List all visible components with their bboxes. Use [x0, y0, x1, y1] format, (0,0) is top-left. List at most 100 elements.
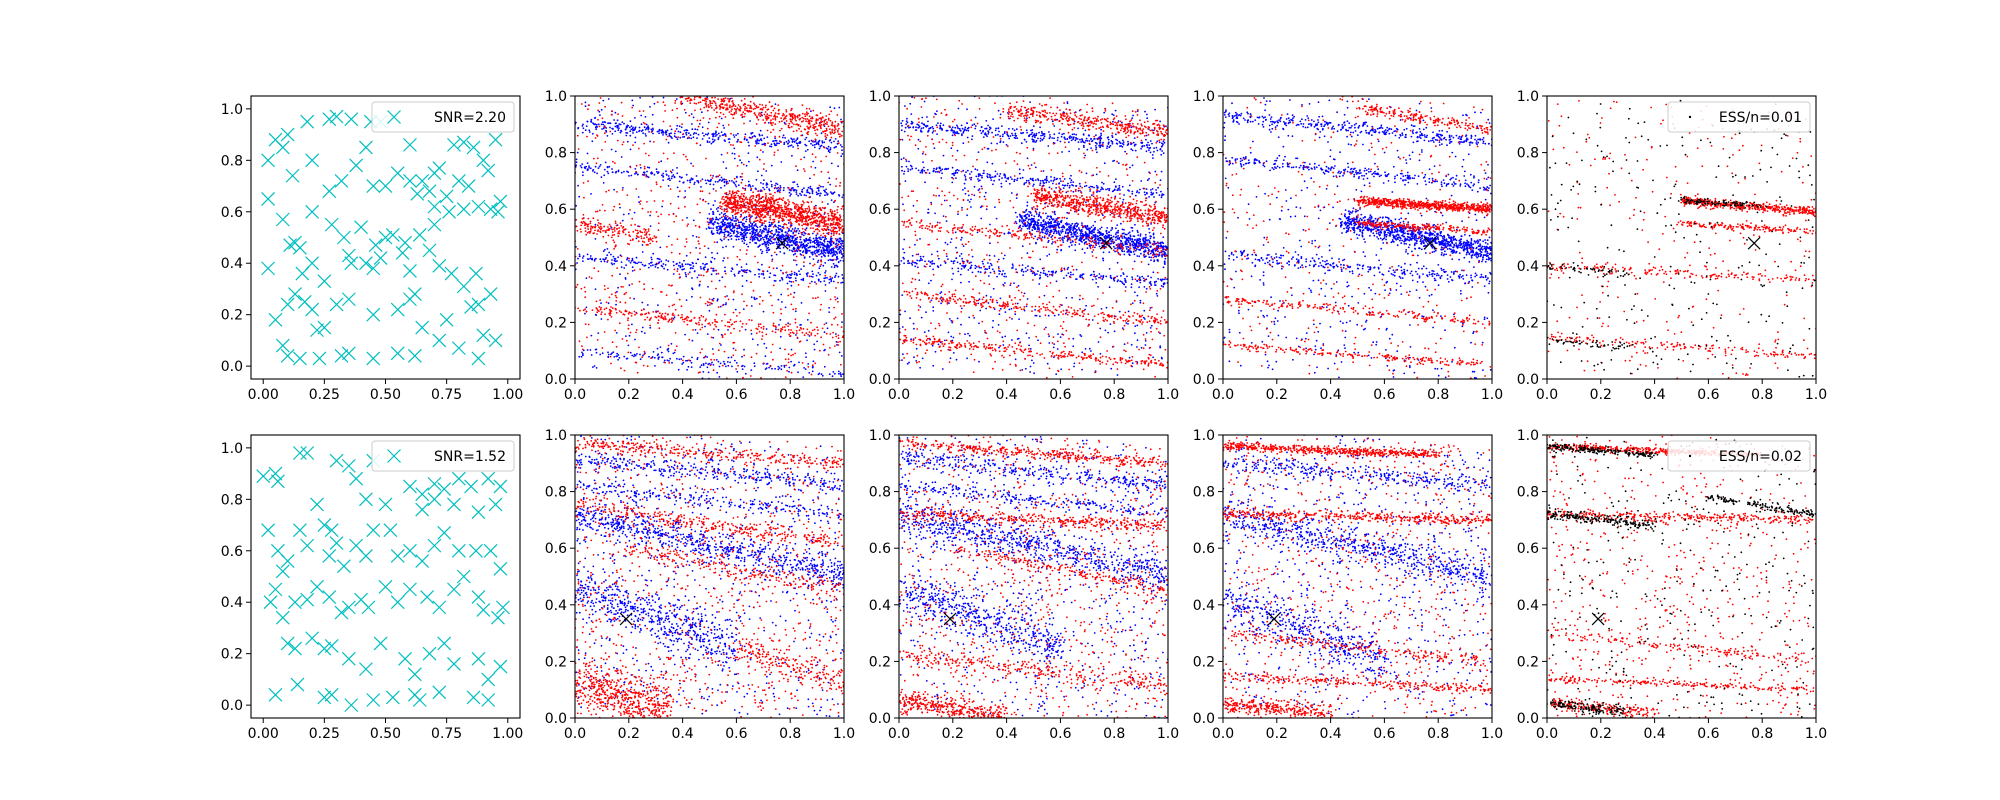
point: [578, 340, 581, 343]
point: [743, 216, 746, 219]
point: [649, 237, 652, 240]
point: [835, 287, 837, 289]
point: [820, 124, 823, 126]
point: [725, 302, 727, 304]
point: [657, 266, 659, 269]
point: [783, 187, 785, 189]
point: [782, 134, 785, 137]
point: [597, 109, 599, 112]
point: [754, 107, 756, 110]
point: [705, 157, 707, 160]
point: [752, 238, 755, 240]
point: [800, 244, 803, 247]
point: [587, 108, 589, 111]
point: [628, 234, 631, 237]
point: [720, 131, 723, 134]
point: [815, 118, 818, 120]
point: [840, 282, 842, 284]
point: [667, 344, 670, 347]
point: [715, 131, 717, 134]
point: [813, 343, 816, 346]
point: [735, 112, 738, 114]
point: [762, 151, 764, 153]
point: [700, 364, 703, 367]
point: [317, 320, 332, 335]
point: [730, 193, 733, 196]
point: [638, 261, 640, 264]
point: [680, 102, 682, 104]
point: [578, 195, 581, 198]
point: [614, 294, 617, 297]
point: [681, 263, 684, 266]
point: [582, 174, 584, 177]
point: [764, 234, 767, 237]
point: [791, 138, 793, 141]
point: [589, 349, 592, 351]
point: [832, 229, 835, 231]
point: [783, 210, 786, 213]
point: [728, 180, 731, 182]
point: [740, 161, 743, 164]
point: [709, 174, 712, 177]
point: [785, 208, 788, 211]
point: [819, 309, 822, 311]
point: [761, 108, 764, 111]
point: [604, 209, 606, 212]
point: [615, 303, 617, 306]
point: [770, 143, 773, 146]
point: [804, 223, 806, 226]
point: [765, 104, 767, 107]
point: [637, 147, 640, 150]
point: [653, 356, 656, 359]
point: [713, 109, 716, 111]
point: [597, 118, 599, 121]
point: [771, 260, 773, 262]
point: [795, 191, 798, 194]
point: [1161, 255, 1163, 258]
point: [769, 218, 772, 221]
point: [792, 281, 795, 283]
point: [661, 312, 664, 315]
point: [700, 92, 702, 94]
point: [378, 179, 393, 193]
point: [623, 369, 626, 372]
point: [700, 314, 703, 317]
point: [761, 335, 764, 337]
point: [748, 144, 750, 147]
point: [790, 120, 793, 123]
point: [759, 323, 762, 325]
point: [761, 207, 764, 210]
point: [740, 176, 743, 178]
point: [645, 135, 647, 137]
point: [786, 369, 788, 372]
point: [471, 199, 486, 214]
point: [809, 221, 812, 224]
point: [656, 130, 659, 133]
point: [671, 169, 674, 171]
point: [761, 221, 763, 224]
point: [439, 189, 454, 204]
point: [634, 223, 636, 226]
point: [791, 113, 794, 116]
point: [598, 165, 601, 168]
point: [636, 229, 639, 232]
point: [795, 189, 798, 192]
point: [840, 120, 842, 123]
point: [733, 182, 736, 185]
point: [673, 268, 676, 271]
point: [721, 198, 723, 200]
point: [815, 204, 817, 207]
point: [806, 148, 809, 151]
point: [830, 251, 833, 254]
point: [825, 223, 828, 225]
point: [754, 255, 756, 258]
point: [728, 325, 731, 328]
point: [657, 315, 660, 318]
point: [738, 224, 740, 226]
point: [593, 267, 596, 270]
point: [792, 146, 794, 148]
point: [810, 120, 813, 122]
point: [787, 234, 790, 236]
point: [688, 186, 691, 189]
point: [760, 113, 763, 116]
